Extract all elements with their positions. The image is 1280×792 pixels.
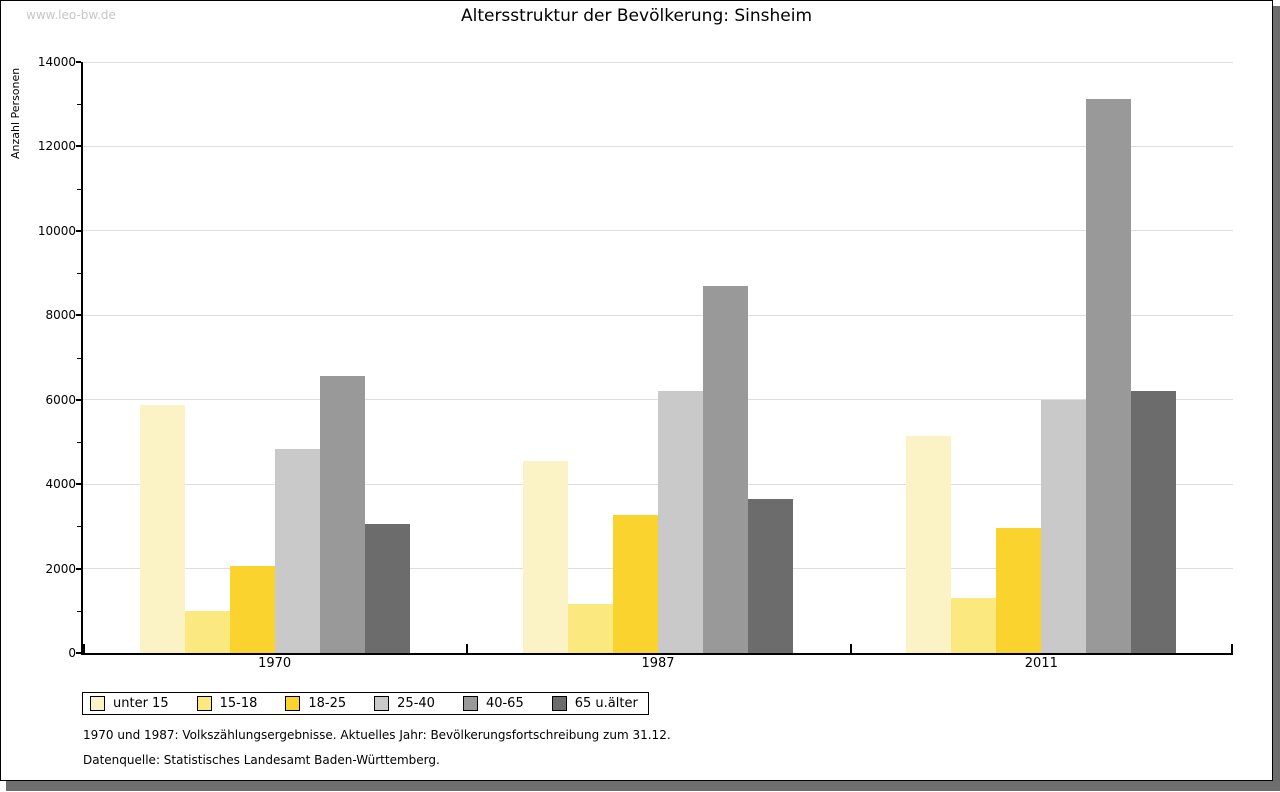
bar-1970-25-40 [274,448,320,653]
gridline [83,145,1233,147]
bar-1987-unter-15 [523,460,568,653]
bar-1970-40-65 [319,376,365,653]
y-minor-tick [77,357,81,359]
legend-swatch [90,696,105,711]
chart-title: Altersstruktur der Bevölkerung: Sinsheim [460,6,813,26]
y-tick-label: 2000 [45,561,76,576]
legend-item: 15-18 [196,696,258,711]
footnote-line-1: 1970 und 1987: Volkszählungsergebnisse. … [83,728,671,742]
y-minor-tick [77,610,81,612]
bar-2011-25-40 [1041,400,1087,653]
legend: unter 15 15-18 18-25 25-40 40-65 65 u.älter [82,692,649,715]
legend-swatch [374,696,390,711]
legend-label: 15-18 [219,696,258,711]
plot-area: 1970 1987 2011 [76,61,1233,671]
legend-swatch [551,696,567,711]
y-tick-label: 12000 [37,139,76,154]
y-minor-tick [77,441,81,443]
x-boundary-tick [466,644,469,653]
y-major-tick [76,652,81,654]
bar-2011-40-65 [1086,98,1132,653]
x-axis-line [81,653,1233,655]
gridline [83,61,1233,63]
legend-item: 18-25 [285,696,346,711]
y-tick-labels: 0 2000 4000 6000 8000 10000 12000 14000 [1,1,76,792]
y-minor-tick [77,188,81,190]
x-category-label: 1970 [258,656,292,671]
bar-2011-15-18 [951,597,997,653]
bar-1970-18-25 [229,566,275,653]
y-minor-tick [77,526,81,528]
y-major-tick [76,229,81,232]
y-tick-label: 8000 [45,308,76,323]
watermark: www.leo-bw.de [26,8,116,22]
bar-1987-65-u.älter [748,498,793,653]
bar-1987-40-65 [703,285,748,653]
y-major-tick [76,483,81,486]
y-major-tick [76,145,81,148]
bar-1987-25-40 [658,390,703,653]
x-category-label: 1987 [641,656,675,671]
legend-item: 65 u.älter [551,696,638,711]
x-boundary-tick [849,644,852,653]
bar-2011-unter-15 [906,436,952,653]
y-major-tick [76,567,81,570]
legend-swatch [285,696,301,711]
bar-1970-65-u.älter [364,523,410,653]
bar-1970-unter-15 [139,404,185,653]
legend-label: unter 15 [113,696,169,711]
legend-label: 40-65 [485,696,524,711]
y-tick-label: 10000 [37,223,76,238]
legend-swatch [462,696,478,711]
bar-1970-15-18 [184,610,230,653]
bar-2011-65-u.älter [1131,390,1177,653]
legend-label: 25-40 [397,696,435,711]
y-tick-label: 0 [68,646,76,660]
legend-label: 18-25 [308,696,347,711]
legend-label: 65 u.älter [574,696,638,711]
bar-2011-18-25 [996,527,1042,653]
bar-1987-18-25 [613,515,658,653]
footnote-line-2: Datenquelle: Statistisches Landesamt Bad… [83,753,440,767]
y-major-tick [76,314,81,317]
gridline [83,230,1233,232]
y-tick-label: 6000 [45,392,76,407]
y-minor-tick [77,104,81,106]
y-major-tick [76,61,81,63]
x-boundary-tick [83,644,85,653]
legend-item: 40-65 [462,696,524,711]
legend-item: unter 15 [90,696,169,711]
y-major-tick [76,398,81,401]
legend-swatch [196,696,212,711]
legend-item: 25-40 [374,696,435,711]
y-tick-label: 14000 [37,55,76,69]
x-category-label: 2011 [1024,656,1058,671]
gridline [83,314,1233,316]
y-minor-tick [77,273,81,275]
y-tick-label: 4000 [45,477,76,492]
bar-1987-15-18 [568,603,613,653]
x-boundary-tick [1231,644,1233,653]
y-axis-line [81,62,83,654]
